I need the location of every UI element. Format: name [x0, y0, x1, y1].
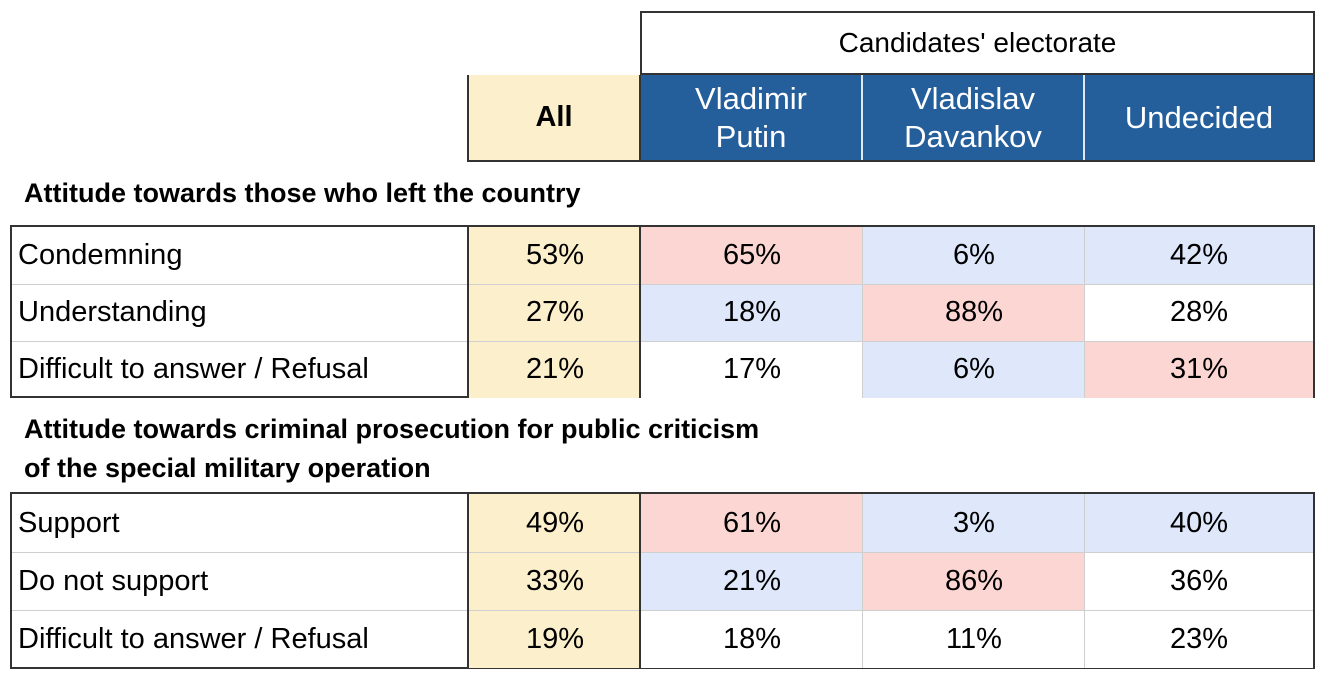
column-header-putin-line2: Putin [715, 118, 787, 154]
value-cell: 6% [863, 341, 1085, 398]
value-cell: 11% [863, 610, 1085, 668]
column-header-davankov-line1: Vladislav [910, 81, 1036, 117]
section-title-prosecution-line2: of the special military operation [24, 453, 431, 483]
row-divider [12, 284, 1313, 285]
row-label: Difficult to answer / Refusal [18, 622, 369, 655]
value-cell: 42% [1085, 227, 1313, 284]
header-divider [1083, 75, 1085, 160]
column-header-davankov-line2: Davankov [904, 118, 1042, 154]
section-title-prosecution-line1: Attitude towards criminal prosecution fo… [24, 414, 760, 444]
row-divider [12, 552, 1313, 553]
row-label: Understanding [18, 296, 207, 329]
value-cell: 36% [1085, 552, 1313, 610]
value-cell: 53% [469, 227, 641, 284]
value-cell: 61% [641, 494, 863, 552]
section-title-prosecution: Attitude towards criminal prosecution fo… [24, 410, 759, 488]
header-divider [861, 75, 863, 160]
section-title-left-country: Attitude towards those who left the coun… [24, 178, 581, 208]
value-cell: 18% [641, 610, 863, 668]
column-divider [1084, 494, 1085, 668]
column-divider-strong [639, 494, 641, 668]
table-section-2 [10, 492, 1315, 669]
value-cell: 27% [469, 284, 641, 341]
row-label: Do not support [18, 564, 209, 597]
column-header-undecided: Undecided [1085, 75, 1313, 160]
column-divider-strong [467, 227, 469, 398]
value-cell: 23% [1085, 610, 1313, 668]
column-divider [862, 494, 863, 668]
column-header-all: All [469, 75, 639, 160]
row-label: Difficult to answer / Refusal [18, 353, 369, 386]
value-cell: 6% [863, 227, 1085, 284]
value-cell: 17% [641, 341, 863, 398]
header-divider [639, 75, 641, 160]
value-cell: 28% [1085, 284, 1313, 341]
row-label: Condemning [18, 239, 183, 272]
value-cell: 65% [641, 227, 863, 284]
value-cell: 19% [469, 610, 641, 668]
column-divider [1084, 227, 1085, 398]
row-divider [12, 341, 1313, 342]
value-cell: 21% [641, 552, 863, 610]
value-cell: 21% [469, 341, 641, 398]
column-header-davankov: Vladislav Davankov [863, 75, 1083, 160]
column-divider-strong [467, 494, 469, 668]
column-divider [862, 227, 863, 398]
value-cell: 18% [641, 284, 863, 341]
value-cell: 31% [1085, 341, 1313, 398]
value-cell: 33% [469, 552, 641, 610]
column-header-putin-line1: Vladimir [695, 81, 807, 117]
value-cell: 3% [863, 494, 1085, 552]
value-cell: 86% [863, 552, 1085, 610]
value-cell: 88% [863, 284, 1085, 341]
value-cell: 40% [1085, 494, 1313, 552]
column-header-putin: Vladimir Putin [641, 75, 861, 160]
row-divider [12, 610, 1313, 611]
group-header: Candidates' electorate [640, 11, 1315, 75]
column-divider-strong [639, 227, 641, 398]
value-cell: 49% [469, 494, 641, 552]
row-label: Support [18, 506, 120, 539]
